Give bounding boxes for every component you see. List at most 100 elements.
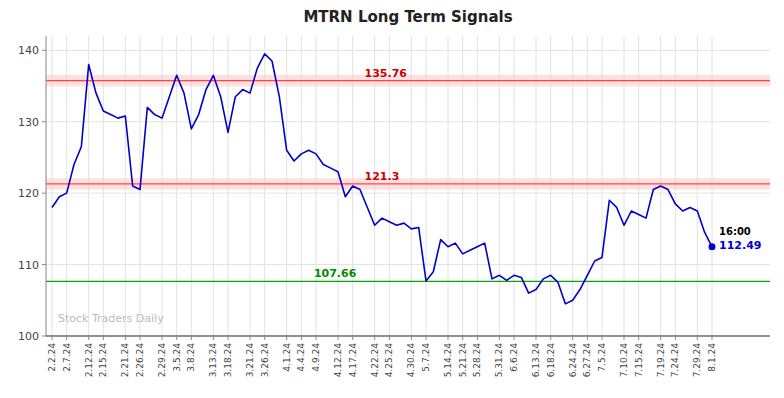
x-tick-label: 3.13.24 [208, 343, 218, 378]
price-line [52, 54, 712, 304]
watermark: Stock Traders Daily [58, 312, 164, 325]
x-tick-label: 7.24.24 [670, 343, 680, 378]
x-tick-label: 2.29.24 [157, 343, 167, 378]
x-tick-label: 4.9.24 [311, 343, 321, 372]
x-tick-label: 4.30.24 [406, 343, 416, 378]
y-tick-label: 120 [18, 187, 39, 200]
x-tick [602, 336, 603, 340]
x-tick [499, 336, 500, 340]
y-tick [42, 50, 46, 51]
x-tick-label: 7.10.24 [619, 343, 629, 378]
x-tick [477, 336, 478, 340]
reference-label: 107.66 [314, 267, 357, 280]
x-tick [660, 336, 661, 340]
x-tick [352, 336, 353, 340]
x-tick [66, 336, 67, 340]
chart-title: MTRN Long Term Signals [303, 8, 512, 26]
reference-band [46, 178, 770, 189]
x-tick-label: 4.4.24 [296, 343, 306, 372]
x-tick [316, 336, 317, 340]
x-tick-label: 2.26.24 [135, 343, 145, 378]
x-tick-label: 3.18.24 [223, 343, 233, 378]
last-point [709, 243, 716, 250]
x-tick [462, 336, 463, 340]
x-tick [426, 336, 427, 340]
y-tick [42, 336, 46, 337]
x-tick [712, 336, 713, 340]
x-tick-label: 3.8.24 [186, 343, 196, 372]
x-tick-label: 4.25.24 [384, 343, 394, 378]
x-tick [140, 336, 141, 340]
x-tick-label: 4.1.24 [282, 343, 292, 372]
x-tick [411, 336, 412, 340]
x-tick-label: 4.22.24 [370, 343, 380, 378]
x-tick-label: 5.31.24 [494, 343, 504, 378]
x-tick [338, 336, 339, 340]
y-grid-line [46, 50, 770, 51]
x-tick-label: 6.27.24 [582, 343, 592, 378]
reference-label: 121.3 [365, 170, 400, 183]
x-tick [264, 336, 265, 340]
y-grid-line [46, 121, 770, 122]
axes: 1001101201301402.2.242.7.242.12.242.15.2… [18, 36, 770, 377]
x-tick-label: 5.7.24 [421, 343, 431, 372]
x-tick-label: 5.21.24 [458, 343, 468, 378]
x-tick [572, 336, 573, 340]
x-tick-label: 2.21.24 [120, 343, 130, 378]
reference-label: 135.76 [365, 67, 408, 80]
x-tick [125, 336, 126, 340]
x-tick [374, 336, 375, 340]
x-tick [448, 336, 449, 340]
x-tick [191, 336, 192, 340]
grid [46, 36, 770, 336]
y-grid-line [46, 264, 770, 265]
last-price-label: 112.49 [719, 239, 761, 252]
x-tick [389, 336, 390, 340]
x-tick [250, 336, 251, 340]
x-tick-label: 2.2.24 [47, 343, 57, 372]
x-tick-label: 2.15.24 [98, 343, 108, 378]
x-tick-label: 7.15.24 [634, 343, 644, 378]
x-tick [587, 336, 588, 340]
x-tick-label: 7.5.24 [597, 343, 607, 372]
y-tick-label: 140 [18, 44, 39, 57]
x-tick [697, 336, 698, 340]
x-tick [176, 336, 177, 340]
x-tick-label: 5.14.24 [443, 343, 453, 378]
y-tick-label: 100 [18, 330, 39, 343]
series [52, 54, 716, 304]
x-tick-label: 4.12.24 [333, 343, 343, 378]
x-tick [675, 336, 676, 340]
x-tick [213, 336, 214, 340]
x-tick-label: 6.13.24 [531, 343, 541, 378]
x-tick [88, 336, 89, 340]
reference-line [46, 183, 770, 184]
x-tick-label: 7.19.24 [656, 343, 666, 378]
x-tick-label: 3.26.24 [260, 343, 270, 378]
y-tick-label: 130 [18, 116, 39, 129]
chart-svg: MTRN Long Term Signals Stock Traders Dail… [0, 0, 784, 398]
y-grid-line [46, 193, 770, 194]
x-tick [550, 336, 551, 340]
reference-line [46, 80, 770, 81]
x-tick [52, 336, 53, 340]
y-tick [42, 264, 46, 265]
x-tick [301, 336, 302, 340]
x-tick [162, 336, 163, 340]
reference-band [46, 75, 770, 86]
x-tick-label: 6.18.24 [546, 343, 556, 378]
x-tick [228, 336, 229, 340]
y-axis-line [46, 36, 47, 336]
reference-line [46, 281, 770, 282]
x-tick [536, 336, 537, 340]
y-tick-label: 110 [18, 259, 39, 272]
y-tick [42, 121, 46, 122]
x-tick-label: 6.24.24 [568, 343, 578, 378]
x-tick-label: 4.17.24 [348, 343, 358, 378]
reference-labels: 135.76 121.3 107.66 [314, 67, 407, 281]
last-time-label: 16:00 [719, 226, 751, 237]
x-tick [103, 336, 104, 340]
x-tick-label: 6.6.24 [509, 343, 519, 372]
y-tick [42, 193, 46, 194]
x-tick-label: 5.28.24 [472, 343, 482, 378]
